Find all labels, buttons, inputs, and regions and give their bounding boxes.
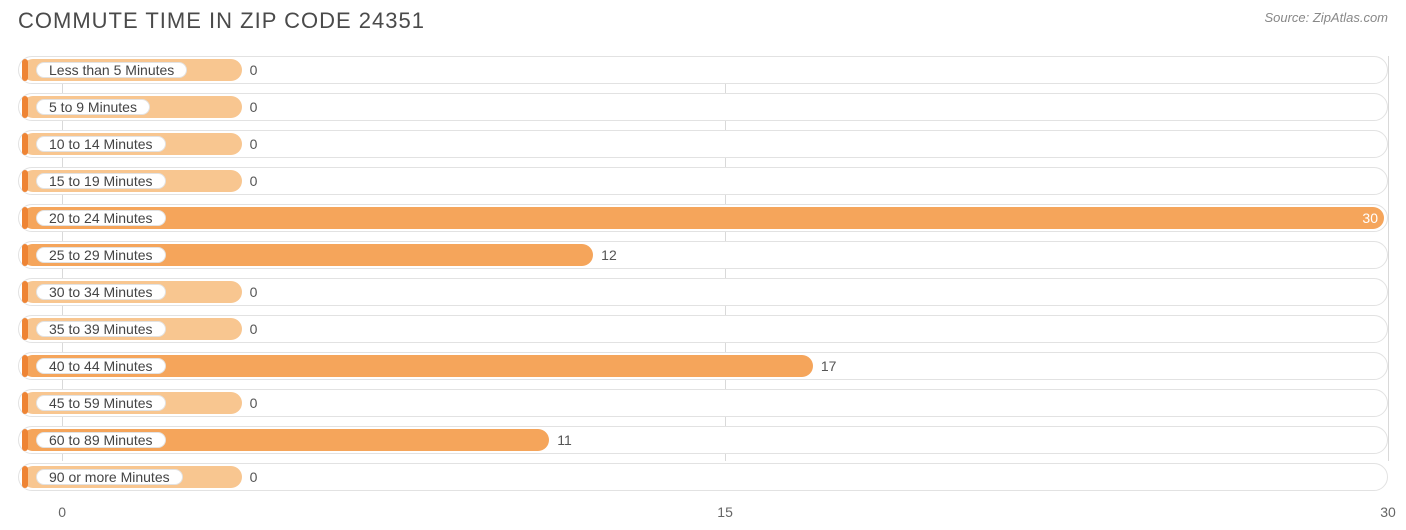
chart-title: COMMUTE TIME IN ZIP CODE 24351 [18,8,425,34]
source-attribution: Source: ZipAtlas.com [1264,8,1388,25]
bar-tick-icon [22,96,28,118]
bar-track: 5 to 9 Minutes 0 [22,96,1384,118]
bar-tick-icon [22,207,28,229]
bar-value: 0 [242,281,258,303]
bar-track: 25 to 29 Minutes 12 [22,244,1384,266]
bar-track: 90 or more Minutes 0 [22,466,1384,488]
bar-value: 12 [593,244,617,266]
bar-row: 30 to 34 Minutes 0 [18,278,1388,306]
bar-track: Less than 5 Minutes 0 [22,59,1384,81]
bar-label: Less than 5 Minutes [36,62,187,78]
bar-row: 90 or more Minutes 0 [18,463,1388,491]
bar-track: 60 to 89 Minutes 11 [22,429,1384,451]
x-axis-label: 30 [1380,504,1396,520]
bar-tick-icon [22,318,28,340]
bar-tick-icon [22,133,28,155]
bar-row: 40 to 44 Minutes 17 [18,352,1388,380]
bar-value: 0 [242,466,258,488]
bar-track: 35 to 39 Minutes 0 [22,318,1384,340]
bar-track: 20 to 24 Minutes 30 [22,207,1384,229]
bar-label: 45 to 59 Minutes [36,395,166,411]
gridline [1388,56,1389,461]
bar-fill [22,207,1384,229]
bar-tick-icon [22,429,28,451]
bar-label: 5 to 9 Minutes [36,99,150,115]
bar-label: 60 to 89 Minutes [36,432,166,448]
bar-tick-icon [22,466,28,488]
bar-value: 17 [813,355,837,377]
bar-tick-icon [22,59,28,81]
bar-value: 30 [1362,207,1378,229]
bar-row: 20 to 24 Minutes 30 [18,204,1388,232]
bar-tick-icon [22,355,28,377]
bar-value: 0 [242,392,258,414]
bar-row: Less than 5 Minutes 0 [18,56,1388,84]
bar-label: 25 to 29 Minutes [36,247,166,263]
bar-tick-icon [22,281,28,303]
bar-track: 45 to 59 Minutes 0 [22,392,1384,414]
bar-row: 45 to 59 Minutes 0 [18,389,1388,417]
header: COMMUTE TIME IN ZIP CODE 24351 Source: Z… [0,0,1406,38]
bar-label: 35 to 39 Minutes [36,321,166,337]
x-axis-label: 15 [717,504,733,520]
bar-label: 15 to 19 Minutes [36,173,166,189]
bar-row: 5 to 9 Minutes 0 [18,93,1388,121]
bar-value: 0 [242,318,258,340]
bar-row: 35 to 39 Minutes 0 [18,315,1388,343]
bar-tick-icon [22,392,28,414]
bar-track: 30 to 34 Minutes 0 [22,281,1384,303]
bar-row: 15 to 19 Minutes 0 [18,167,1388,195]
bar-track: 10 to 14 Minutes 0 [22,133,1384,155]
bar-track: 15 to 19 Minutes 0 [22,170,1384,192]
bar-tick-icon [22,170,28,192]
bar-row: 25 to 29 Minutes 12 [18,241,1388,269]
x-axis: 01530 [18,500,1388,530]
bar-label: 30 to 34 Minutes [36,284,166,300]
bar-label: 10 to 14 Minutes [36,136,166,152]
bar-label: 20 to 24 Minutes [36,210,166,226]
bar-label: 40 to 44 Minutes [36,358,166,374]
bar-row: 10 to 14 Minutes 0 [18,130,1388,158]
chart-area: Less than 5 Minutes05 to 9 Minutes010 to… [0,38,1406,491]
x-axis-label: 0 [58,504,66,520]
bar-value: 11 [549,429,572,451]
bar-value: 0 [242,59,258,81]
bar-tick-icon [22,244,28,266]
bar-track: 40 to 44 Minutes 17 [22,355,1384,377]
bar-label: 90 or more Minutes [36,469,183,485]
bar-value: 0 [242,133,258,155]
bar-value: 0 [242,170,258,192]
bar-value: 0 [242,96,258,118]
bar-row: 60 to 89 Minutes 11 [18,426,1388,454]
bar-rows: Less than 5 Minutes05 to 9 Minutes010 to… [18,56,1388,491]
